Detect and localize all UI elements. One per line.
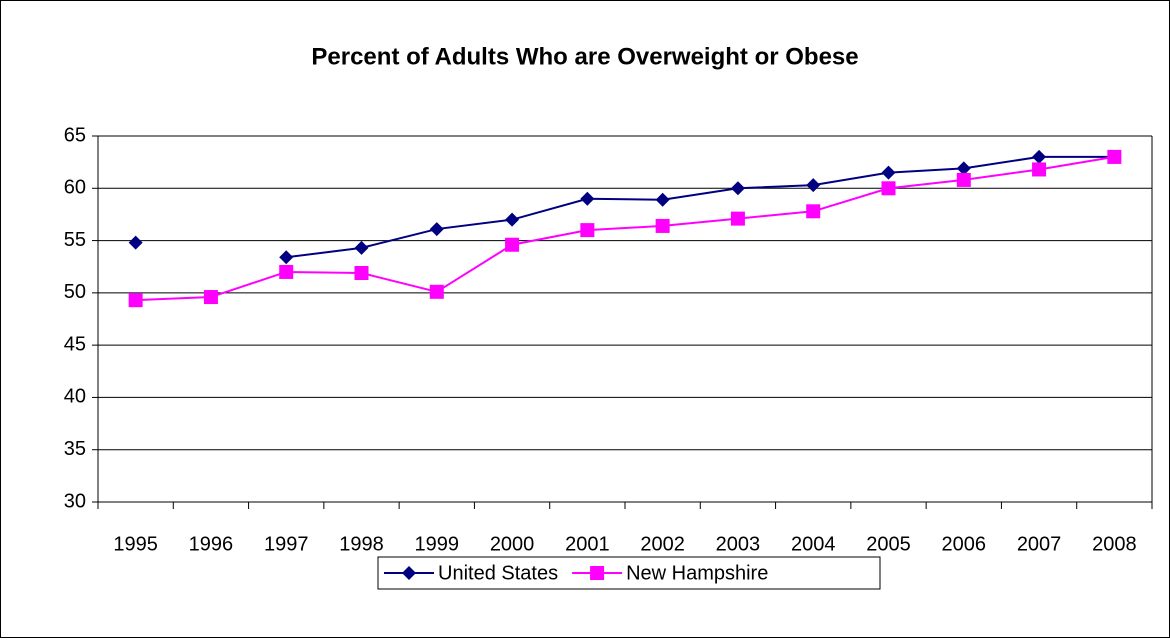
x-tick-label: 2001 [565, 533, 610, 555]
y-tick-label: 50 [64, 281, 86, 303]
legend-marker [590, 566, 605, 580]
data-point [429, 222, 444, 237]
data-point [881, 165, 896, 180]
data-point [580, 191, 595, 206]
x-tick-label: 2002 [640, 533, 685, 555]
x-tick-label: 2007 [1017, 533, 1062, 555]
data-point [354, 240, 369, 255]
data-point [279, 250, 294, 265]
x-tick-label: 2006 [942, 533, 987, 555]
legend-marker [402, 566, 416, 580]
data-point [354, 265, 369, 280]
y-tick-label: 60 [64, 177, 86, 199]
data-point [505, 237, 520, 252]
x-tick-label: 1998 [339, 533, 384, 555]
y-tick-label: 40 [64, 386, 86, 408]
data-point [956, 161, 971, 176]
x-tick-label: 2005 [866, 533, 911, 555]
data-point [655, 192, 670, 207]
x-tick-label: 1995 [113, 533, 158, 555]
chart-title: Percent of Adults Who are Overweight or … [311, 43, 858, 70]
data-point [956, 172, 971, 187]
y-tick-label: 35 [64, 438, 86, 460]
data-point [580, 223, 595, 238]
data-point [429, 284, 444, 299]
series-line [135, 155, 1115, 302]
data-point [1107, 149, 1122, 164]
x-tick-label: 2003 [716, 533, 761, 555]
data-point [806, 178, 821, 193]
data-point [655, 218, 670, 233]
legend-label: United States [438, 562, 558, 584]
data-point [279, 264, 294, 279]
data-point [505, 212, 520, 227]
series-line [286, 155, 1115, 259]
y-tick-label: 65 [64, 124, 86, 146]
data-point [203, 290, 218, 305]
data-point [730, 181, 745, 196]
data-point [1032, 149, 1047, 164]
x-tick-label: 1999 [415, 533, 460, 555]
x-tick-label: 1996 [189, 533, 234, 555]
data-point [128, 235, 143, 250]
data-point [1032, 162, 1047, 177]
data-point [806, 204, 821, 219]
data-point [730, 211, 745, 226]
x-tick-label: 2004 [791, 533, 836, 555]
legend-label: New Hampshire [626, 562, 768, 584]
legend-box [377, 556, 881, 590]
data-point [881, 181, 896, 196]
data-point [128, 293, 143, 308]
x-tick-label: 1997 [264, 533, 309, 555]
y-tick-label: 55 [64, 229, 86, 251]
y-tick-label: 45 [64, 333, 86, 355]
x-tick-label: 2000 [490, 533, 535, 555]
y-tick-label: 30 [64, 490, 86, 512]
x-tick-label: 2008 [1092, 533, 1137, 555]
